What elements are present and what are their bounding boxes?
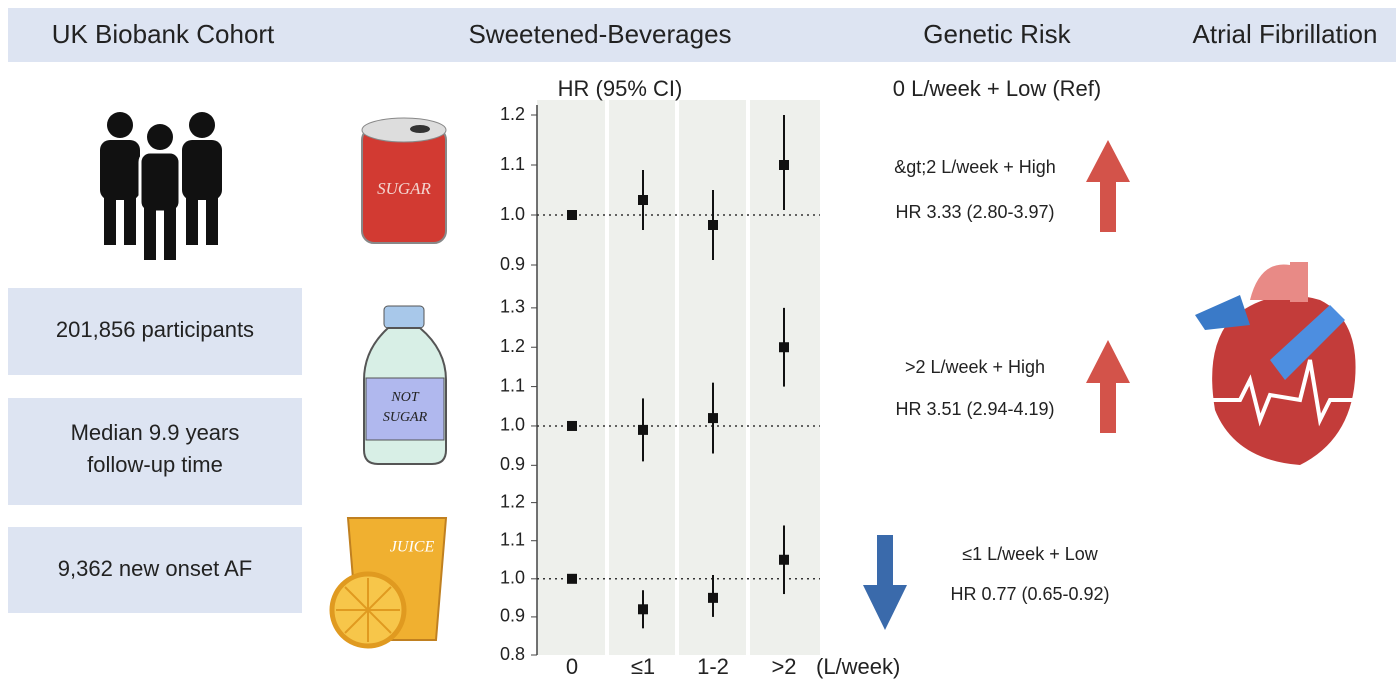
result-text: &gt;2 L/week + High [894, 157, 1056, 177]
header: UK Biobank Cohort [52, 19, 275, 49]
cohort-text: follow-up time [87, 452, 223, 477]
y-tick-label: 0.9 [500, 454, 525, 474]
cohort-text: Median 9.9 years [71, 420, 240, 445]
x-tick-label: 1-2 [697, 654, 729, 679]
forest-title: HR (95% CI) [558, 76, 683, 101]
down-arrow [863, 535, 907, 630]
result-text: ≤1 L/week + Low [962, 544, 1098, 564]
result-text: HR 3.33 (2.80-3.97) [895, 202, 1054, 222]
cohort-text: 201,856 participants [56, 317, 254, 342]
can-label: SUGAR [377, 179, 431, 198]
result-text: HR 0.77 (0.65-0.92) [950, 584, 1109, 604]
bottle-label: NOT [390, 390, 419, 405]
y-tick-label: 0.8 [500, 644, 525, 664]
hr-point [567, 420, 577, 431]
hr-point [638, 195, 648, 205]
header-band [8, 8, 1396, 62]
header: Sweetened-Beverages [468, 19, 731, 49]
result-text: HR 3.51 (2.94-4.19) [895, 399, 1054, 419]
x-tick-label: >2 [771, 654, 796, 679]
can-icon: SUGAR [361, 117, 447, 244]
reference-text: 0 L/week + Low (Ref) [893, 76, 1101, 101]
hr-point [779, 160, 789, 170]
y-tick-label: 1.1 [500, 375, 525, 395]
up-arrow [1086, 140, 1130, 232]
y-tick-label: 1.2 [500, 104, 525, 124]
hr-point [638, 424, 648, 435]
x-axis-label: (L/week) [816, 654, 900, 679]
hr-point [779, 554, 789, 565]
y-tick-label: 1.3 [500, 297, 525, 317]
hr-point [567, 573, 577, 584]
hr-point [708, 413, 718, 424]
y-tick-label: 1.0 [500, 568, 525, 588]
header: Genetic Risk [923, 19, 1071, 49]
hr-point [779, 342, 789, 353]
y-tick-label: 1.2 [500, 491, 525, 511]
hr-point [708, 592, 718, 603]
bottle-icon: NOT SUGAR [363, 305, 447, 465]
bottle-label: SUGAR [383, 410, 428, 425]
y-tick-label: 1.2 [500, 336, 525, 356]
y-tick-label: 1.0 [500, 415, 525, 435]
hr-point [567, 210, 577, 220]
forest-plots: HR (95% CI) 0.9 1.0 1.1 1.2 0.9 1.0 1.1 1.2 1.3 0.… [500, 76, 900, 679]
header: Atrial Fibrillation [1193, 19, 1378, 49]
y-tick-label: 1.1 [500, 154, 525, 174]
heart-icon [1195, 262, 1360, 465]
y-tick-label: 0.9 [500, 254, 525, 274]
up-arrow [1086, 340, 1130, 433]
x-tick-label: ≤1 [631, 654, 655, 679]
y-tick-label: 1.1 [500, 529, 525, 549]
juice-label: JUICE [390, 539, 435, 556]
people-icon [100, 112, 222, 260]
result-text: >2 L/week + High [905, 357, 1045, 377]
y-tick-label: 1.0 [500, 204, 525, 224]
hr-point [708, 220, 718, 230]
juice-icon: JUICE [329, 517, 448, 649]
hr-point [638, 604, 648, 615]
cohort-boxes [8, 288, 302, 613]
y-tick-label: 0.9 [500, 606, 525, 626]
cohort-text: 9,362 new onset AF [58, 556, 252, 581]
x-tick-label: 0 [566, 654, 578, 679]
